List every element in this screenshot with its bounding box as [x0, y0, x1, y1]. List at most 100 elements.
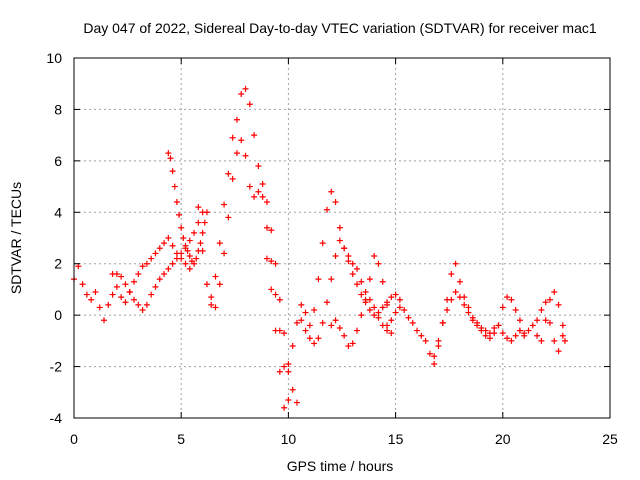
data-point — [182, 242, 189, 249]
data-point — [465, 304, 472, 311]
data-point — [169, 168, 176, 175]
data-point — [328, 276, 335, 283]
data-point — [191, 229, 198, 236]
data-point — [396, 296, 403, 303]
data-point — [456, 278, 463, 285]
data-point — [366, 276, 373, 283]
data-point — [444, 307, 451, 313]
data-point — [169, 260, 176, 267]
axis-ticks — [73, 57, 611, 419]
data-point — [148, 255, 155, 262]
data-point — [199, 247, 206, 254]
data-point — [371, 253, 378, 259]
data-point — [216, 240, 223, 247]
data-point — [171, 183, 178, 190]
data-point — [238, 137, 245, 144]
data-point — [448, 296, 455, 303]
data-point — [435, 343, 442, 349]
data-point — [332, 199, 339, 205]
data-point — [555, 348, 562, 355]
data-point — [251, 132, 258, 139]
data-point — [229, 175, 236, 182]
data-point — [349, 260, 356, 267]
series-arc-e — [208, 137, 300, 406]
data-point — [203, 209, 210, 216]
data-point — [414, 327, 421, 334]
chart-title: Day 047 of 2022, Sidereal Day-to-day VTE… — [83, 20, 596, 36]
x-tick-label: 5 — [177, 431, 185, 447]
data-point — [354, 265, 361, 272]
data-point — [499, 304, 506, 311]
data-point — [96, 304, 103, 311]
data-point — [551, 337, 558, 344]
data-point — [345, 253, 352, 259]
data-point — [281, 404, 288, 411]
data-point — [180, 235, 187, 241]
series-arc-k — [516, 289, 568, 344]
data-point — [122, 299, 129, 306]
y-tick-label: 10 — [46, 50, 62, 66]
data-point — [431, 361, 438, 367]
data-point — [349, 340, 356, 347]
data-point — [88, 296, 95, 303]
data-point — [366, 307, 373, 313]
data-point — [418, 332, 425, 339]
data-point — [251, 193, 258, 200]
data-point — [118, 273, 125, 280]
data-point — [113, 283, 120, 290]
data-point — [268, 258, 275, 265]
data-point — [332, 253, 339, 259]
x-tick-label: 15 — [388, 431, 404, 447]
data-point — [178, 250, 185, 257]
data-point — [242, 85, 249, 92]
data-point — [92, 289, 99, 295]
y-tick-label: -4 — [50, 410, 63, 426]
data-point — [388, 294, 395, 301]
series-arc-i — [384, 260, 528, 367]
data-point — [538, 307, 545, 313]
y-tick-labels: -4 -2 0 2 4 6 8 10 — [46, 50, 62, 426]
data-point — [233, 116, 240, 123]
data-point — [534, 332, 541, 339]
data-point — [469, 317, 476, 324]
data-point — [336, 224, 343, 231]
data-point — [465, 309, 472, 316]
data-point — [456, 294, 463, 301]
series-arc-g — [298, 237, 395, 347]
data-point — [384, 301, 391, 308]
data-point — [452, 260, 459, 267]
data-point — [276, 368, 283, 375]
y-tick-label: 2 — [54, 256, 62, 272]
data-point — [152, 283, 159, 290]
data-point — [173, 199, 180, 205]
data-point — [336, 325, 343, 331]
data-point — [561, 337, 568, 344]
data-point — [233, 150, 240, 157]
x-axis-label: GPS time / hours — [287, 458, 394, 474]
data-point — [268, 286, 275, 293]
data-point — [165, 150, 172, 157]
data-point — [538, 337, 545, 344]
data-point — [285, 397, 292, 403]
data-point — [396, 304, 403, 311]
data-point — [341, 332, 348, 339]
data-point — [392, 309, 399, 316]
data-point — [306, 322, 313, 329]
data-point — [435, 337, 442, 344]
data-point — [431, 353, 438, 360]
data-point — [169, 242, 176, 249]
series-arc-b — [109, 209, 206, 313]
data-point — [255, 188, 262, 195]
data-point — [354, 327, 361, 334]
data-point — [126, 289, 133, 295]
data-point — [83, 291, 90, 298]
data-point — [259, 193, 266, 200]
data-point — [246, 183, 253, 190]
data-point — [302, 327, 309, 334]
data-point — [546, 296, 553, 303]
data-point — [285, 368, 292, 375]
data-point — [197, 240, 204, 247]
y-tick-label: 6 — [54, 153, 62, 169]
data-point — [559, 332, 566, 339]
data-point — [293, 399, 300, 406]
